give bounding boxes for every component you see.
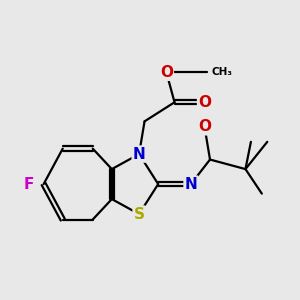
Text: O: O [160, 65, 173, 80]
Text: F: F [23, 177, 34, 192]
Text: O: O [198, 95, 211, 110]
Text: CH₃: CH₃ [212, 67, 233, 77]
Text: O: O [198, 119, 211, 134]
Text: S: S [134, 207, 145, 222]
Text: N: N [184, 177, 197, 192]
Text: N: N [133, 147, 146, 162]
